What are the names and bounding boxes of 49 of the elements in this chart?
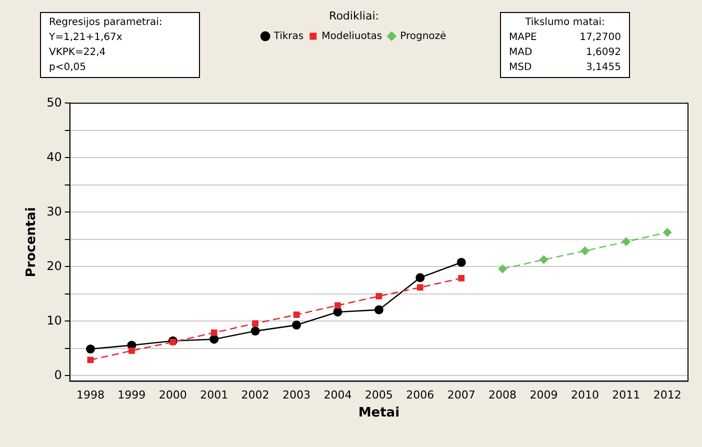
point: [86, 344, 95, 354]
point: [128, 347, 135, 354]
y-tick-label: 40: [46, 150, 62, 164]
x-tick-label: 1999: [118, 388, 146, 402]
y-tick-label: 10: [46, 313, 62, 328]
y-axis-title: Procentai: [24, 207, 40, 278]
x-tick-label: 2007: [447, 388, 476, 402]
x-tick-label: 2003: [282, 388, 311, 402]
point: [662, 228, 672, 237]
point: [580, 246, 590, 256]
legend-label: Modeliuotas: [322, 30, 382, 42]
legend-label: Prognozė: [400, 30, 446, 42]
point: [210, 330, 218, 336]
x-tick-label: 2001: [200, 388, 228, 402]
y-tick-label: 20: [46, 258, 62, 273]
point: [252, 320, 258, 327]
point: [458, 274, 465, 282]
x-tick-label: 2002: [241, 388, 270, 402]
y-tick-label: 50: [46, 95, 62, 110]
y-tick-label: 30: [46, 204, 62, 218]
x-tick-label: 2005: [364, 388, 393, 402]
point: [374, 305, 384, 314]
x-axis-title: Metai: [358, 406, 400, 421]
x-tick-label: 2008: [488, 388, 517, 402]
point: [539, 255, 548, 264]
text-box: Tikslumo matai: MAPE 17,2700 MAD 1,6092 MSD 3,1455: [500, 12, 630, 78]
point: [292, 320, 302, 330]
point: [498, 264, 508, 274]
point: [293, 312, 300, 318]
legend-label: Tikras: [272, 30, 304, 42]
text-box: Regresijos parametrai: Y=1,21+1,67x VKPK=22,4 p<0,05: [40, 12, 200, 78]
point: [250, 326, 260, 336]
x-tick-label: 2011: [612, 388, 640, 402]
x-tick-label: 2010: [570, 388, 599, 402]
x-tick-label: 2006: [406, 388, 434, 402]
point: [416, 284, 424, 291]
legend-title: Rodikliai:: [329, 9, 379, 22]
x-tick-label: 2004: [324, 388, 352, 402]
point: [376, 292, 382, 300]
point: [622, 237, 631, 246]
point: [456, 258, 466, 267]
point: [170, 338, 176, 346]
y-tick-label: 0: [54, 368, 62, 382]
point: [416, 273, 425, 282]
x-tick-label: 2012: [653, 388, 682, 402]
x-tick-label: 2000: [158, 388, 187, 402]
x-tick-label: 1998: [76, 388, 104, 402]
point: [334, 302, 341, 309]
x-tick-label: 2009: [530, 388, 558, 402]
